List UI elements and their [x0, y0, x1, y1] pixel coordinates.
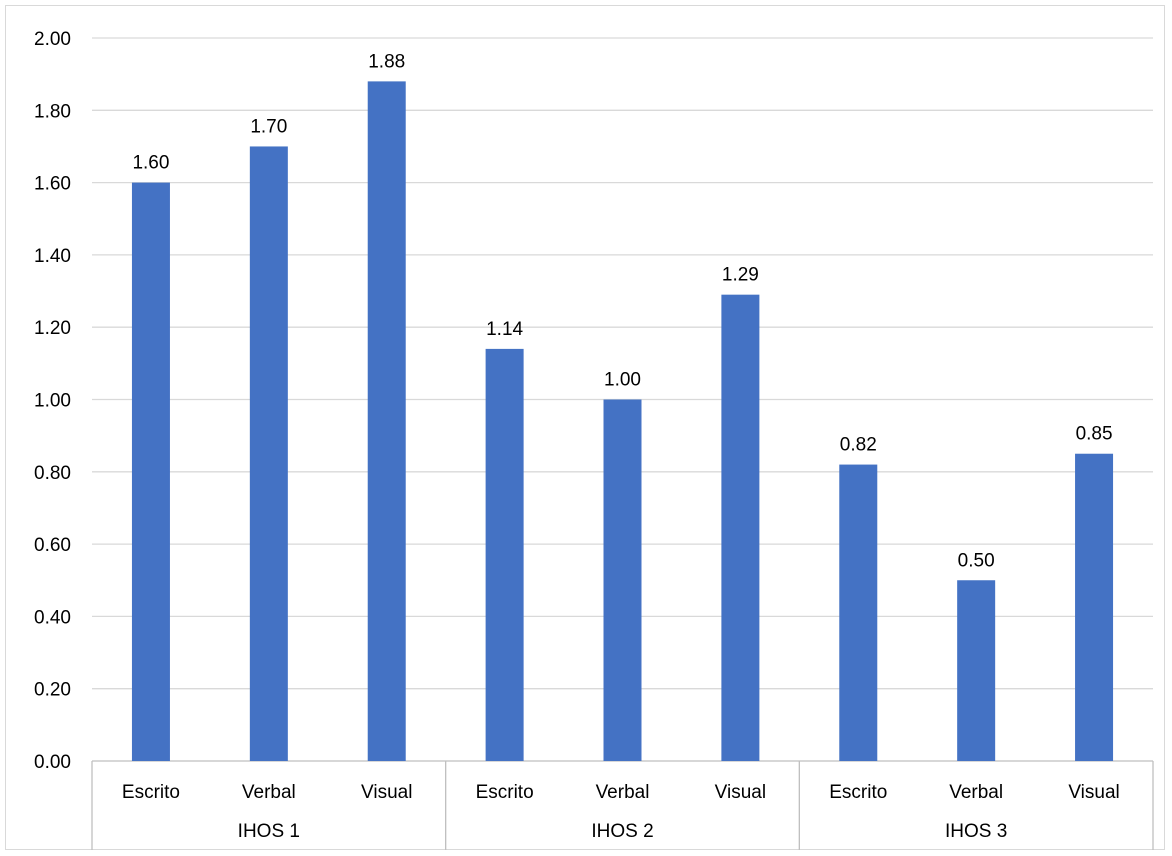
category-label: Verbal — [596, 782, 650, 803]
y-tick-label: 1.60 — [34, 174, 71, 195]
y-tick-label: 0.40 — [34, 607, 71, 628]
data-label: 1.88 — [368, 51, 405, 72]
category-label: Escrito — [476, 782, 534, 803]
group-label: IHOS 1 — [238, 821, 300, 842]
bar — [485, 348, 524, 761]
bar — [839, 464, 878, 761]
y-tick-label: 1.20 — [34, 318, 71, 339]
category-label: Visual — [1068, 782, 1119, 803]
y-tick-label: 0.60 — [34, 535, 71, 556]
y-tick-label: 0.20 — [34, 680, 71, 701]
y-tick-label: 0.00 — [34, 752, 71, 773]
category-label: Escrito — [829, 782, 887, 803]
category-label: Escrito — [122, 782, 180, 803]
category-label: Visual — [361, 782, 412, 803]
y-tick-label: 0.80 — [34, 463, 71, 484]
data-label: 0.82 — [840, 435, 877, 456]
bar — [1075, 453, 1114, 761]
category-label: Verbal — [949, 782, 1003, 803]
y-tick-label: 1.40 — [34, 246, 71, 267]
group-label: IHOS 3 — [945, 821, 1007, 842]
category-label: Verbal — [242, 782, 296, 803]
data-label: 1.29 — [722, 265, 759, 286]
bar — [957, 580, 996, 761]
bar — [721, 294, 760, 761]
y-tick-label: 2.00 — [34, 29, 71, 50]
data-label: 1.00 — [604, 370, 641, 391]
y-tick-label: 1.00 — [34, 391, 71, 412]
bar — [249, 146, 288, 761]
group-label: IHOS 2 — [591, 821, 653, 842]
data-label: 1.60 — [132, 153, 169, 174]
bar — [367, 81, 406, 761]
category-label: Visual — [715, 782, 766, 803]
data-label: 1.70 — [250, 116, 287, 137]
data-label: 0.85 — [1076, 424, 1113, 445]
data-label: 0.50 — [958, 550, 995, 571]
bar — [131, 182, 170, 762]
data-label: 1.14 — [486, 319, 523, 340]
y-tick-label: 1.80 — [34, 101, 71, 122]
bar — [603, 399, 642, 761]
